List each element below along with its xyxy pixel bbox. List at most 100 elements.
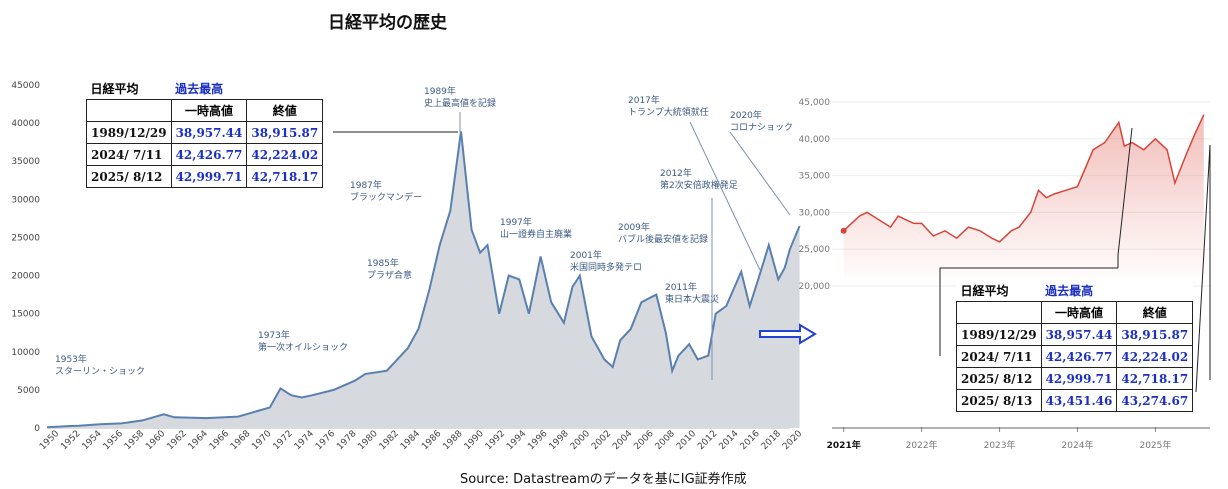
table1-col-close: 終値 [246,99,324,122]
annotation-label: 1987年ブラックマンデー [350,179,422,203]
record-table-1: 日経平均 過去最高 一時高値 終値 1989/12/29 38,957.44 3… [86,78,324,188]
x-tick-label: 1976 [314,429,337,452]
row-close: 42,718.17 [246,165,324,188]
row-close: 42,224.02 [1116,345,1194,368]
x-tick-label: 1962 [165,429,188,452]
peak-connector [1117,127,1133,268]
x-tick-label: 2018 [760,429,783,452]
table2-col-high: 一時高値 [1040,301,1118,324]
annotation-label: 1973年第一次オイルショック [258,329,348,353]
x-tick-label: 2010 [675,429,698,452]
x-tick-label: 1964 [187,429,210,452]
row-high: 38,957.44 [1040,323,1118,346]
y-tick-label: 40,000 [799,135,831,145]
table-row: 1989/12/29 38,957.44 38,915.87 [956,323,1194,346]
table-row: 2025/ 8/13 43,451.46 43,274.67 [956,389,1194,412]
x-tick-label: 1984 [399,429,422,452]
x-tick-label: 1958 [123,429,146,452]
x-tick-label: 1988 [441,429,464,452]
y-tick-label: 20,000 [799,282,831,292]
annotation-label: 1997年山一證券自主廃業 [500,216,572,240]
table2-col-close: 終値 [1116,301,1194,324]
x-tick-label: 2002 [590,429,613,452]
x-tick-label: 2004 [611,429,634,452]
y-tick-label: 30000 [11,195,40,205]
y-tick-label: 45000 [11,81,40,91]
table-connector [939,267,1118,356]
y-tick-label: 35,000 [799,172,831,182]
x-tick-label: 1990 [463,429,486,452]
annotation-label: 2017年トランプ大統領就任 [628,94,709,118]
x-tick-label: 2008 [654,429,677,452]
table-row: 2024/ 7/11 42,426.77 42,224.02 [956,345,1194,368]
continue-arrow [759,323,817,345]
row-high: 43,451.46 [1040,389,1118,412]
x-tick-label: 2000 [569,429,592,452]
annotation-label: 2001年米国同時多発テロ [570,249,642,273]
row-date: 2024/ 7/11 [956,345,1042,368]
y-tick-label: 35000 [11,157,40,167]
x-tick-label: 2012 [696,429,719,452]
x-tick-label: 1992 [484,429,507,452]
x-tick-label: 1968 [229,429,252,452]
y-tick-label: 15000 [11,310,40,320]
annotation-label: 2020年コロナショック [730,109,793,133]
table-row: 1989/12/29 38,957.44 38,915.87 [86,121,324,144]
y-tick-label: 40000 [11,119,40,129]
series-area [843,114,1204,286]
x-tick-label: 1982 [378,429,401,452]
series-line [843,114,1205,243]
y-tick-label: 25,000 [799,245,831,255]
table2-label2: 過去最高 [1045,284,1094,298]
x-tick-label: 1950 [38,429,61,452]
x-tick-label: 2025年 [1139,439,1171,451]
table1-col-high: 一時高値 [170,99,248,122]
x-tick-label: 1954 [81,429,104,452]
x-tick-label: 1994 [505,429,528,452]
x-tick-label: 1998 [548,429,571,452]
x-tick-label: 2024年 [1062,439,1094,451]
row-date: 1989/12/29 [86,121,172,144]
x-tick-label: 2023年 [984,439,1016,451]
x-tick-label: 1978 [335,429,358,452]
record-table-2: 日経平均 過去最高 一時高値 終値 1989/12/29 38,957.44 3… [956,280,1194,412]
row-high: 42,426.77 [1040,345,1118,368]
x-tick-label: 1956 [102,429,125,452]
y-tick-label: 45,000 [799,98,831,108]
row-high: 42,426.77 [170,143,248,166]
annotation-label: 1989年史上最高値を記録 [424,85,496,109]
x-tick-label: 1996 [526,429,549,452]
row-date: 2024/ 7/11 [86,143,172,166]
x-tick-label: 1970 [250,429,273,452]
annotation-pointer [689,121,761,271]
x-tick-label: 2021年 [827,439,861,451]
annotation-pointer [729,131,791,216]
x-tick-label: 1960 [144,429,167,452]
y-tick-label: 10000 [11,348,40,358]
row-high: 42,999.71 [170,165,248,188]
y-tick-label: 20000 [11,272,40,282]
table1-label2: 過去最高 [175,82,224,96]
y-tick-label: 25000 [11,233,40,243]
x-tick-label: 2016 [739,429,762,452]
row-date: 2025/ 8/13 [956,389,1042,412]
y-tick-label: 5000 [17,386,40,396]
x-tick-label: 2022年 [906,439,938,451]
row-date: 2025/ 8/12 [86,165,172,188]
x-tick-label: 2006 [632,429,655,452]
row-date: 2025/ 8/12 [956,367,1042,390]
row-close: 43,274.67 [1116,389,1194,412]
y-tick-label: 0 [34,424,40,434]
table-row: 2024/ 7/11 42,426.77 42,224.02 [86,143,324,166]
row-high: 38,957.44 [170,121,248,144]
row-close: 42,718.17 [1116,367,1194,390]
annotation-label: 2012年第2次安倍政権発足 [660,167,738,191]
peak-connector [1195,144,1211,393]
table-row: 2025/ 8/12 42,999.71 42,718.17 [956,367,1194,390]
row-close: 38,915.87 [1116,323,1194,346]
table-row: 2025/ 8/12 42,999.71 42,718.17 [86,165,324,188]
row-high: 42,999.71 [1040,367,1118,390]
annotation-label: 2011年東日本大震災 [665,281,719,305]
x-tick-label: 1952 [59,429,82,452]
